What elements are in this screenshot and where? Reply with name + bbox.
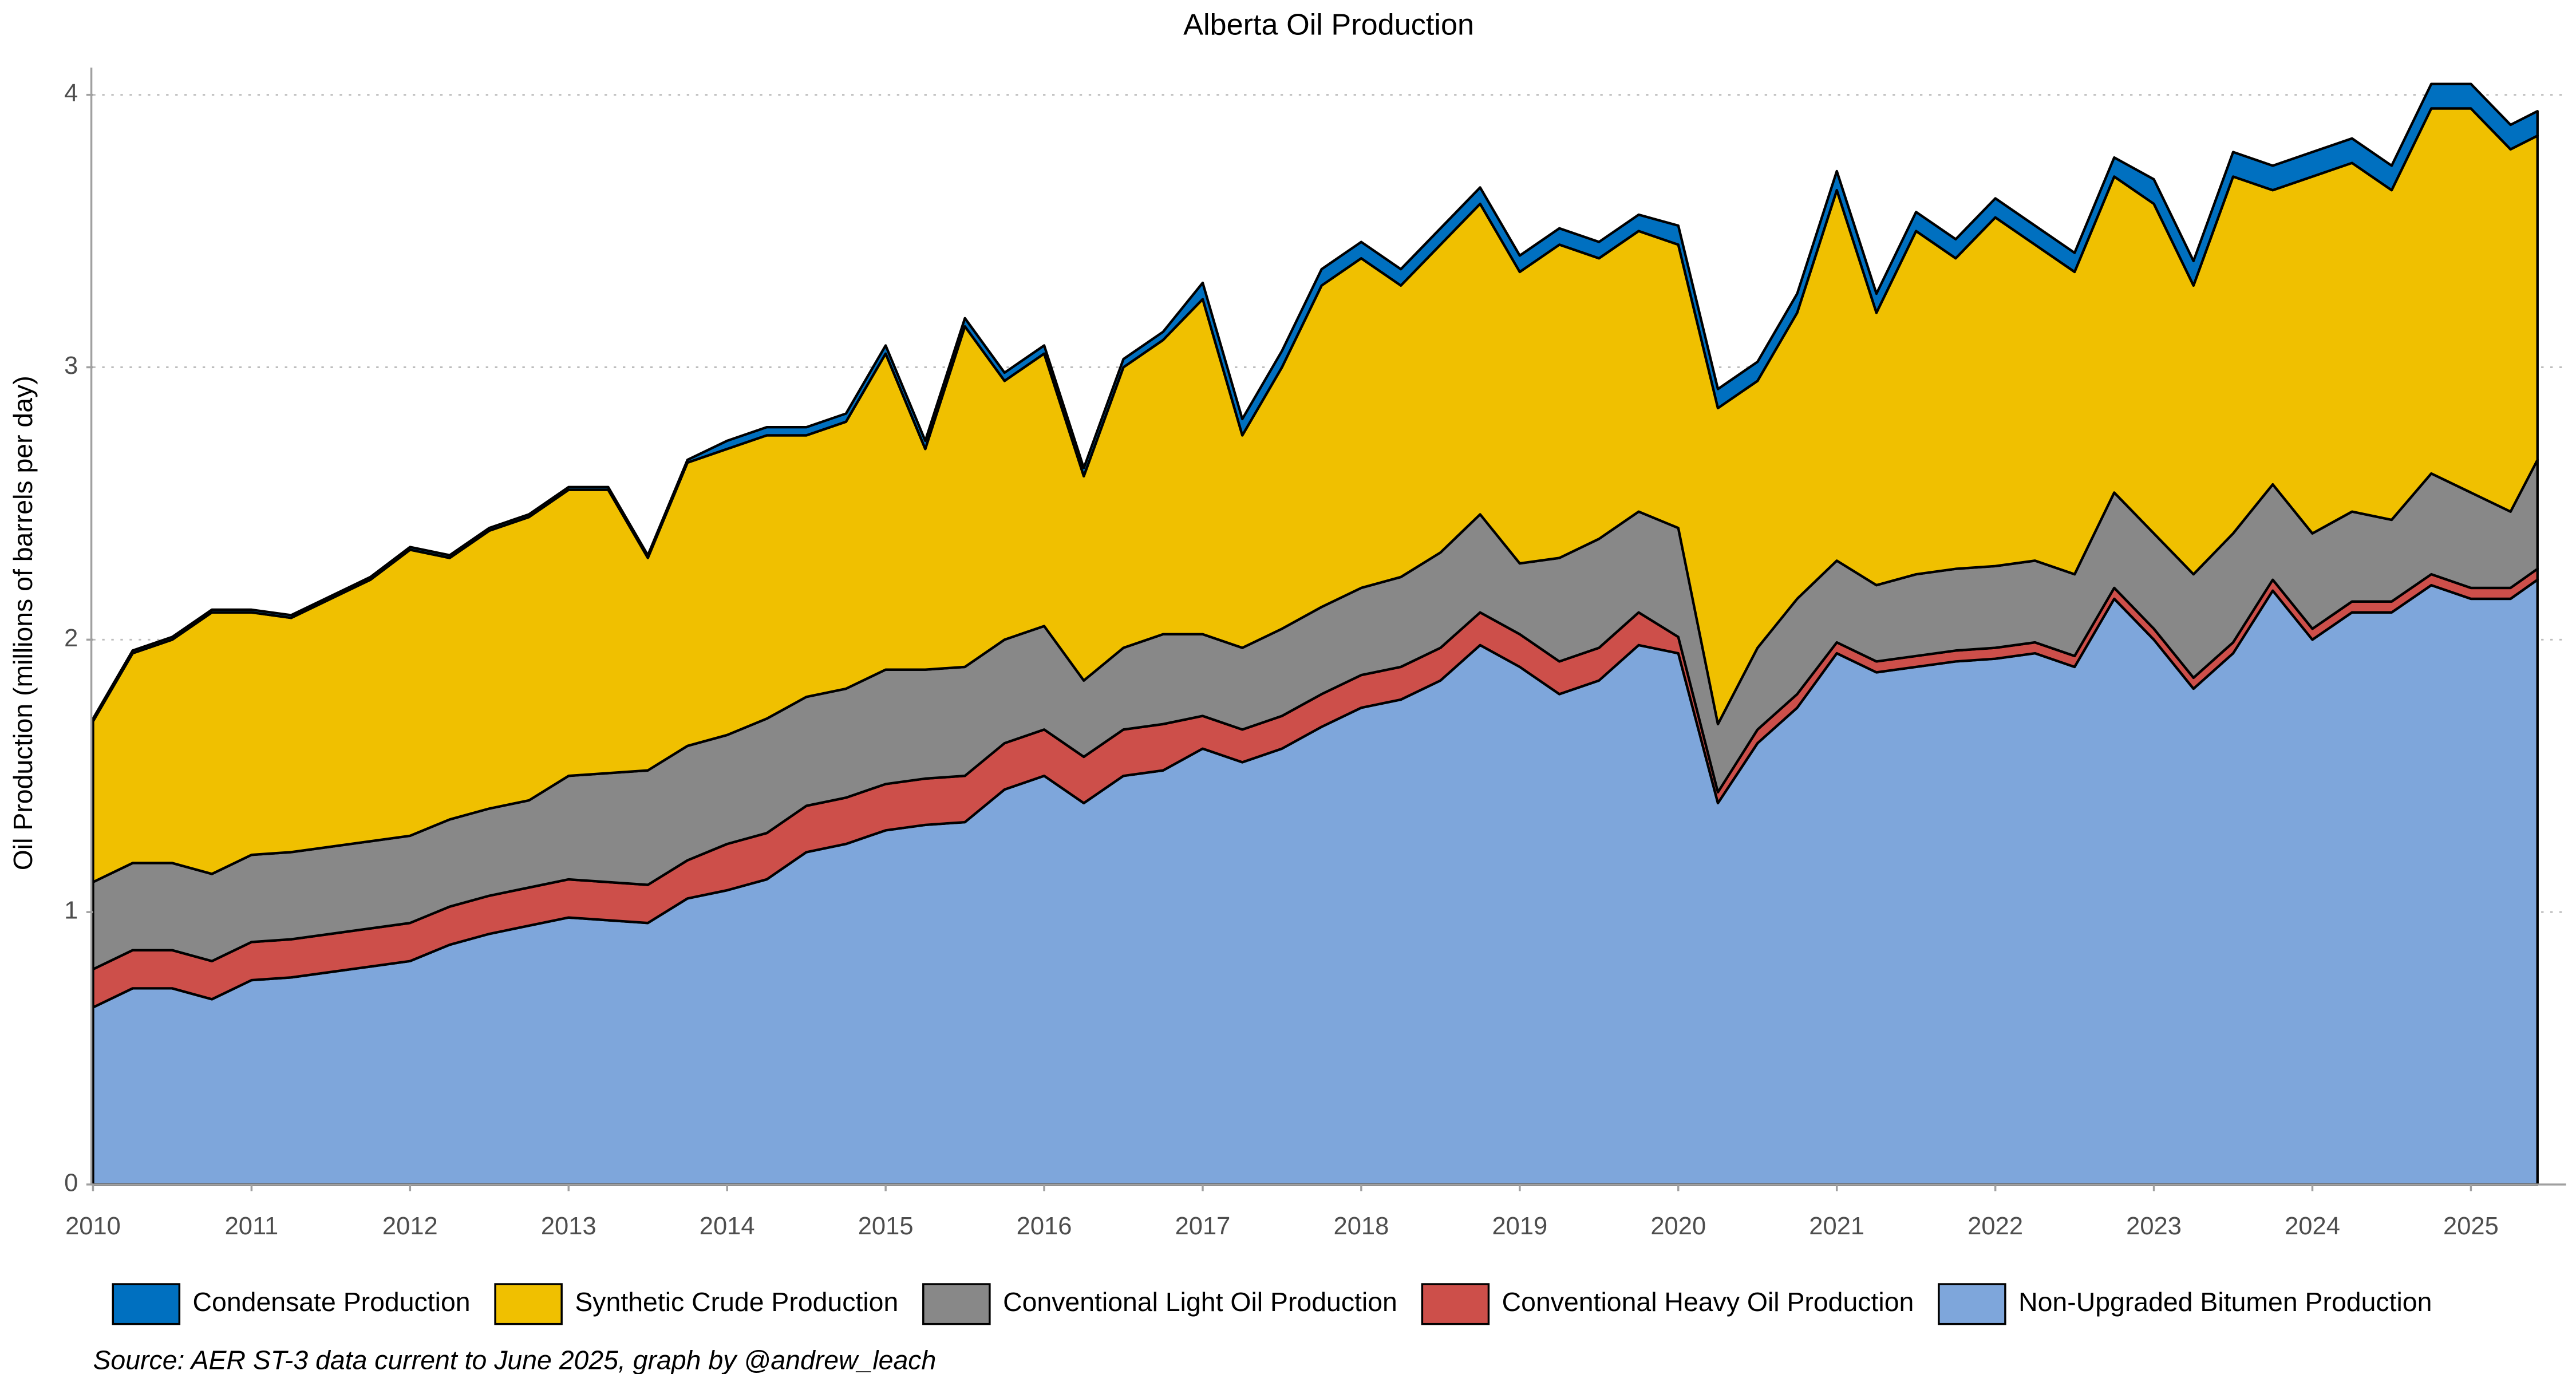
- legend-label: Condensate Production: [193, 1287, 471, 1317]
- x-tick-label: 2014: [700, 1213, 755, 1240]
- legend-swatch: [922, 1283, 991, 1325]
- legend-label: Synthetic Crude Production: [575, 1287, 898, 1317]
- legend-label: Conventional Light Oil Production: [1003, 1287, 1397, 1317]
- y-tick-label: 4: [64, 80, 78, 107]
- y-tick-label: 1: [64, 897, 78, 925]
- legend-swatch: [1421, 1283, 1490, 1325]
- caption: Source: AER ST-3 data current to June 20…: [93, 1345, 936, 1374]
- legend-label: Non-Upgraded Bitumen Production: [2018, 1287, 2432, 1317]
- chart-title: Alberta Oil Production: [1183, 9, 1474, 42]
- x-tick-label: 2012: [382, 1213, 438, 1240]
- y-tick-label: 0: [64, 1169, 78, 1197]
- x-tick-label: 2020: [1650, 1213, 1706, 1240]
- x-tick-label: 2016: [1017, 1213, 1072, 1240]
- x-tick-label: 2022: [1967, 1213, 2023, 1240]
- y-axis-label: Oil Production (millions of barrels per …: [8, 376, 38, 870]
- x-tick-label: 2011: [225, 1213, 279, 1240]
- x-tick-label: 2021: [1809, 1213, 1864, 1240]
- y-tick-label: 2: [64, 625, 78, 652]
- legend: Condensate Production Synthetic Crude Pro…: [112, 1283, 2432, 1325]
- x-tick-label: 2017: [1175, 1213, 1231, 1240]
- axes: 0 1 2 3 4 2010 2011 2012 2013 2014 2015 2016 2017 201…: [64, 68, 2566, 1240]
- x-tick-label: 2013: [541, 1213, 596, 1240]
- legend-swatch: [1938, 1283, 2006, 1325]
- x-tick-label: 2018: [1334, 1213, 1389, 1240]
- legend-label: Conventional Heavy Oil Production: [1502, 1287, 1914, 1317]
- x-tick-label: 2015: [858, 1213, 914, 1240]
- x-tick-label: 2010: [65, 1213, 121, 1240]
- y-tick-label: 3: [64, 352, 78, 380]
- legend-swatch: [494, 1283, 563, 1325]
- x-tick-label: 2024: [2285, 1213, 2340, 1240]
- x-tick-label: 2023: [2126, 1213, 2182, 1240]
- areas: [92, 82, 2539, 1186]
- x-tick-label: 2025: [2443, 1213, 2499, 1240]
- legend-swatch: [112, 1283, 181, 1325]
- x-tick-label: 2019: [1492, 1213, 1547, 1240]
- area: [92, 82, 2539, 723]
